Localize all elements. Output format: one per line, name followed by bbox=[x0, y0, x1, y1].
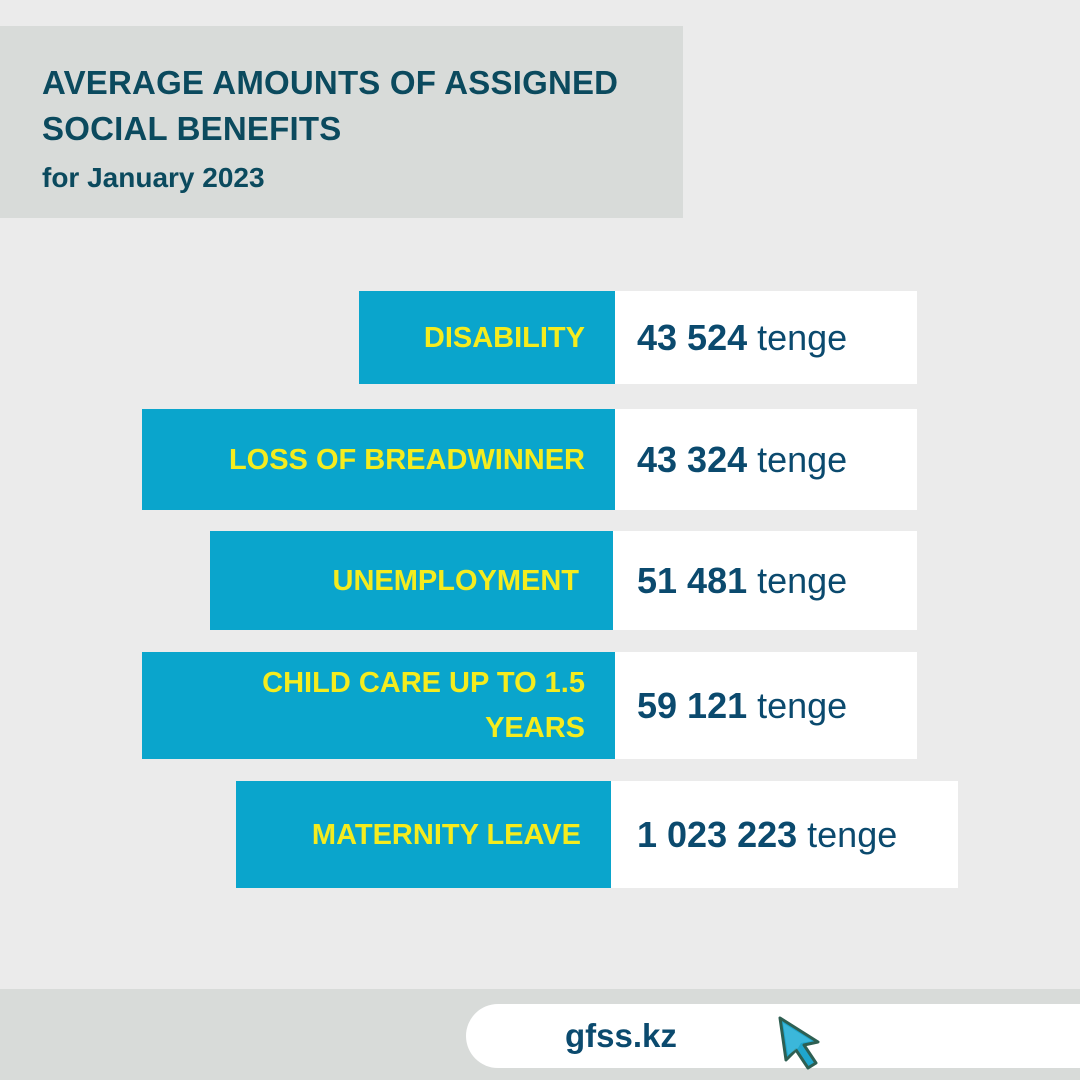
benefit-label: LOSS OF BREADWINNER bbox=[228, 443, 585, 476]
cursor-arrow-icon bbox=[778, 1016, 820, 1070]
header-box bbox=[0, 26, 683, 218]
website-link[interactable]: gfss.kz bbox=[565, 1017, 677, 1054]
benefit-value-box: 59 121 tenge bbox=[615, 652, 917, 759]
benefit-value-box: 43 524 tenge bbox=[615, 291, 917, 384]
benefit-label-box: MATERNITY LEAVE bbox=[236, 781, 611, 888]
page-title: AVERAGE AMOUNTS OF ASSIGNED SOCIAL BENEF… bbox=[42, 64, 619, 147]
benefit-amount: 51 481 bbox=[637, 559, 748, 601]
benefit-amount: 43 324 bbox=[637, 438, 748, 480]
benefit-unit: tenge bbox=[757, 559, 848, 601]
benefit-amount: 43 524 bbox=[637, 316, 748, 358]
benefit-unit: tenge bbox=[757, 438, 848, 480]
benefit-amount: 1 023 223 bbox=[637, 813, 798, 855]
benefit-label-box: LOSS OF BREADWINNER bbox=[142, 409, 615, 510]
benefit-unit: tenge bbox=[757, 316, 848, 358]
benefit-unit: tenge bbox=[807, 813, 898, 855]
benefit-value-box: 51 481 tenge bbox=[613, 531, 917, 630]
benefit-label: MATERNITY LEAVE bbox=[311, 818, 581, 851]
benefit-label-box: CHILD CARE UP TO 1.5 YEARS bbox=[142, 652, 615, 759]
benefit-label: DISABILITY bbox=[423, 321, 585, 354]
benefit-label: UNEMPLOYMENT bbox=[332, 564, 580, 597]
website-link-pill[interactable] bbox=[466, 1004, 1080, 1068]
benefit-value-box: 1 023 223 tenge bbox=[611, 781, 958, 888]
benefit-unit: tenge bbox=[757, 684, 848, 726]
benefit-amount: 59 121 bbox=[637, 684, 748, 726]
benefit-label: CHILD CARE UP TO 1.5 YEARS bbox=[262, 666, 585, 744]
page-subtitle: for January 2023 bbox=[42, 162, 265, 193]
benefit-label-box: UNEMPLOYMENT bbox=[210, 531, 613, 630]
benefit-value-box: 43 324 tenge bbox=[615, 409, 917, 510]
benefit-label-box: DISABILITY bbox=[359, 291, 615, 384]
